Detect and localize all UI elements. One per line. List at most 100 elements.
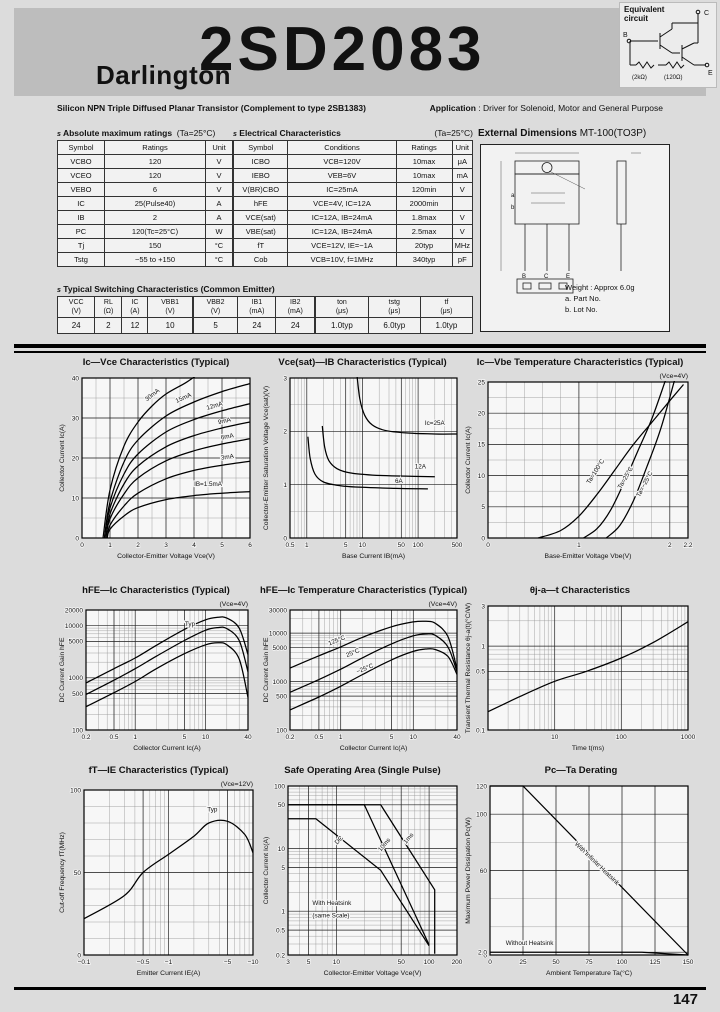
svg-text:10: 10: [359, 542, 367, 549]
equivalent-circuit-icon: C B E (2kΩ) (120Ω): [623, 9, 713, 81]
svg-text:DC Current Gain hFE: DC Current Gain hFE: [59, 637, 66, 702]
svg-text:Collector Current Ic(A): Collector Current Ic(A): [465, 426, 472, 494]
electrical-rows: ICBO VCB=120V 10max μA IEBO VEB=6V 10max mA V(BR…: [232, 154, 474, 267]
equivalent-circuit-title: Equivalent circuit: [624, 5, 665, 23]
table-cell: PC: [57, 224, 105, 239]
svg-text:10: 10: [202, 734, 210, 741]
svg-text:Typ: Typ: [207, 806, 218, 813]
svg-text:1000: 1000: [273, 679, 288, 686]
table-cell: (μs): [314, 307, 369, 318]
external-dimensions-section: External Dimensions MT-100(TO3P): [478, 128, 708, 332]
table-row: VCE(sat) IC=12A, IB=24mA 1.8max V: [232, 210, 474, 225]
svg-text:Time t(ms): Time t(ms): [572, 745, 604, 752]
svg-text:0.2: 0.2: [285, 734, 294, 741]
chart-svg-vcesat-ib: 0.5 1 5 10 50 100 500 0 1 2 3 Ic=25A 12A 6A Base Curre…: [263, 375, 464, 560]
svg-text:10: 10: [478, 473, 486, 480]
table-row: ICBO VCB=120V 10max μA: [232, 154, 474, 169]
equiv-resistor-2: (120Ω): [664, 75, 683, 81]
table-cell: tstg: [367, 296, 421, 307]
table-cell: (Ω): [94, 307, 123, 318]
svg-text:1000: 1000: [681, 734, 696, 741]
svg-text:500: 500: [276, 693, 287, 700]
svg-text:100: 100: [274, 783, 285, 790]
table-cell: 5: [191, 317, 239, 334]
table-cell: 25(Pulse40): [104, 196, 206, 211]
svg-text:0: 0: [283, 535, 287, 542]
table-cell: W: [205, 224, 233, 239]
chart-title: Vce(sat)—IB Characteristics (Typical): [278, 357, 447, 368]
table-row: Tj 150 °C: [57, 238, 233, 253]
svg-text:5000: 5000: [69, 639, 84, 646]
svg-text:(Vce=4V): (Vce=4V): [659, 373, 688, 380]
table-row: PC 120(Tc=25°C) W: [57, 224, 233, 239]
part-number: 2SD2083: [199, 15, 486, 84]
table-cell: V: [205, 182, 233, 197]
header-band: Darlington 2SD2083: [14, 8, 706, 96]
table-cell: 6.0typ: [367, 317, 421, 334]
svg-text:40: 40: [244, 734, 252, 741]
table-cell: V: [205, 154, 233, 169]
svg-text:1: 1: [339, 734, 343, 741]
svg-text:100: 100: [616, 734, 627, 741]
table-cell: MHz: [451, 238, 474, 253]
svg-text:Collector-Emitter Voltage Vce(: Collector-Emitter Voltage Vce(V): [117, 553, 215, 560]
table-cell: VCE=12V, IE=−1A: [287, 238, 397, 253]
svg-text:4: 4: [192, 542, 196, 549]
chart-vcesat-ib: Vce(sat)—IB Characteristics (Typical) 0.…: [260, 357, 465, 571]
table-cell: IEBO: [232, 168, 289, 183]
svg-text:Collector Current Ic(A): Collector Current Ic(A): [133, 745, 201, 752]
svg-text:Maximum Power Dissipation Pc(W: Maximum Power Dissipation Pc(W): [465, 817, 472, 924]
switching-header-symbols: VCC RL IC VBB1 VBB2 IB1 IB2 ton tstg tf: [56, 296, 474, 307]
svg-text:50: 50: [398, 959, 406, 966]
equiv-label-e: E: [708, 70, 713, 77]
table-cell: VCBO: [57, 154, 105, 169]
table-cell: 24: [275, 317, 316, 334]
table-cell: 24: [56, 317, 96, 334]
svg-text:40: 40: [453, 734, 461, 741]
mark-b: b: [511, 205, 515, 211]
svg-text:100: 100: [72, 727, 83, 734]
electrical-section: s Electrical Characteristics (Ta=25°C) Sy…: [232, 128, 474, 267]
svg-text:10000: 10000: [269, 630, 287, 637]
svg-text:2.0: 2.0: [478, 950, 487, 957]
chart-title: hFE—Ic Temperature Characteristics (Typi…: [260, 585, 468, 596]
table-cell: pF: [451, 252, 474, 267]
table-cell: Tj: [57, 238, 105, 253]
table-cell: VCE(sat): [232, 210, 289, 225]
table-cell: (V): [147, 307, 194, 318]
svg-text:5000: 5000: [273, 645, 288, 652]
section-bullet: s: [233, 131, 237, 138]
table-cell: 20typ: [395, 238, 453, 253]
package-weight: Weight : Approx 6.0g: [565, 283, 635, 292]
svg-text:0.5: 0.5: [109, 734, 118, 741]
svg-text:6: 6: [248, 542, 252, 549]
svg-text:Base-Emitter Voltage Vbe(V): Base-Emitter Voltage Vbe(V): [545, 553, 632, 560]
chart-svg-soa: 3 5 10 50 100 2000.20.51510501001ms10msDCWith…: [263, 783, 464, 977]
svg-text:6mA: 6mA: [220, 432, 235, 441]
table-cell: 10max: [395, 168, 453, 183]
table-cell: °C: [205, 238, 233, 253]
svg-text:1: 1: [305, 542, 309, 549]
svg-text:0: 0: [488, 959, 492, 966]
table-cell: V: [451, 224, 474, 239]
svg-text:25: 25: [519, 959, 527, 966]
table-cell: V: [451, 210, 474, 225]
table-cell: μA: [451, 154, 474, 169]
equivalent-circuit-box: Equivalent circuit: [619, 2, 717, 88]
svg-text:Collector Current Ic(A): Collector Current Ic(A): [340, 745, 408, 752]
chart-title: Ic—Vce Characteristics (Typical): [82, 357, 230, 368]
table-cell: 2.5max: [395, 224, 453, 239]
svg-text:Ic=25A: Ic=25A: [425, 420, 446, 427]
svg-text:DC Current Gain hFE: DC Current Gain hFE: [263, 637, 270, 702]
table-cell: Unit: [451, 140, 474, 155]
switching-table: VCC RL IC VBB1 VBB2 IB1 IB2 ton tstg tf (V) (Ω) (A)…: [56, 296, 474, 334]
abs-max-rows: VCBO 120 V VCEO 120 V VEBO 6 V IC 25(Pulse40) A IB 2 A…: [57, 154, 233, 267]
svg-text:−5: −5: [224, 959, 232, 966]
svg-text:100: 100: [424, 959, 435, 966]
svg-text:−0.1: −0.1: [78, 959, 91, 966]
chart-soa: Safe Operating Area (Single Pulse) 3 5 10 5…: [260, 765, 465, 988]
svg-text:125: 125: [650, 959, 661, 966]
chart-title: Ic—Vbe Temperature Characteristics (Typi…: [476, 357, 684, 368]
svg-text:−1: −1: [165, 959, 173, 966]
